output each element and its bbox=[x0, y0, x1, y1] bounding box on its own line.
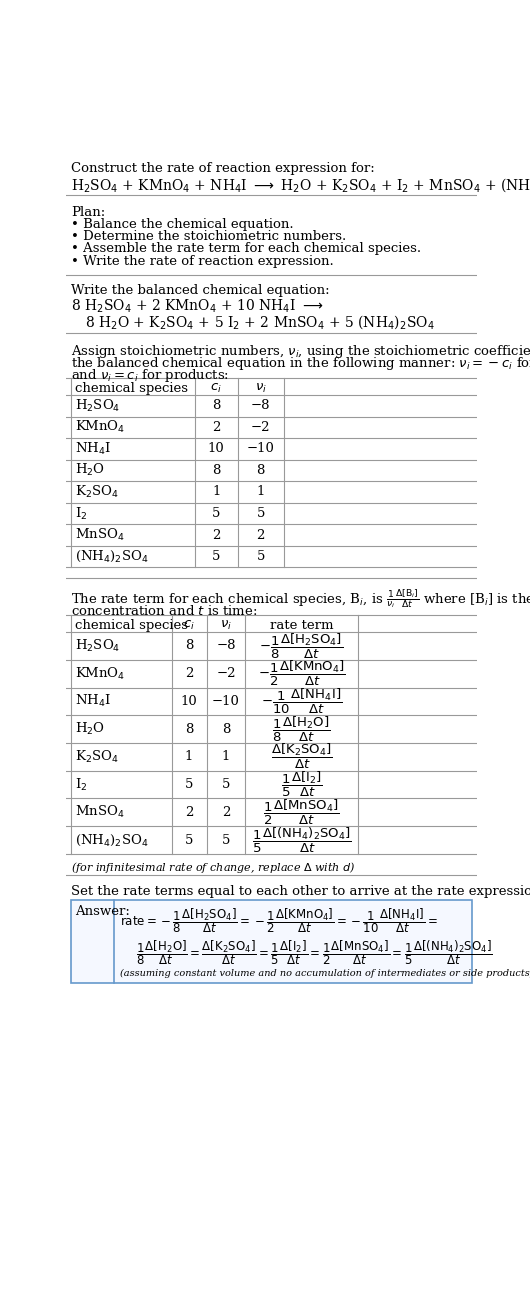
Text: 5: 5 bbox=[212, 551, 220, 564]
Text: NH$_4$I: NH$_4$I bbox=[75, 694, 111, 710]
Text: Construct the rate of reaction expression for:: Construct the rate of reaction expressio… bbox=[71, 163, 375, 176]
Text: K$_2$SO$_4$: K$_2$SO$_4$ bbox=[75, 749, 118, 764]
Text: 1: 1 bbox=[212, 486, 220, 499]
Text: H$_2$O: H$_2$O bbox=[75, 462, 105, 478]
Text: I$_2$: I$_2$ bbox=[75, 505, 87, 522]
Text: 1: 1 bbox=[185, 750, 193, 763]
Text: 5: 5 bbox=[222, 779, 230, 792]
Text: (assuming constant volume and no accumulation of intermediates or side products): (assuming constant volume and no accumul… bbox=[120, 970, 530, 979]
Text: 8 H$_2$SO$_4$ + 2 KMnO$_4$ + 10 NH$_4$I $\longrightarrow$: 8 H$_2$SO$_4$ + 2 KMnO$_4$ + 10 NH$_4$I … bbox=[71, 298, 323, 315]
Text: $\dfrac{1}{5}\dfrac{\Delta[\mathrm{(NH_4)_2SO_4}]}{\Delta t}$: $\dfrac{1}{5}\dfrac{\Delta[\mathrm{(NH_4… bbox=[252, 825, 351, 854]
Text: 8: 8 bbox=[212, 400, 220, 413]
Text: chemical species: chemical species bbox=[75, 381, 188, 395]
Text: 8: 8 bbox=[185, 723, 193, 736]
Text: 5: 5 bbox=[185, 833, 193, 846]
Text: the balanced chemical equation in the following manner: $\nu_i = -c_i$ for react: the balanced chemical equation in the fo… bbox=[71, 355, 530, 372]
Text: $-\dfrac{1}{10}\dfrac{\Delta[\mathrm{NH_4I}]}{\Delta t}$: $-\dfrac{1}{10}\dfrac{\Delta[\mathrm{NH_… bbox=[261, 686, 342, 716]
Text: $\dfrac{1}{2}\dfrac{\Delta[\mathrm{MnSO_4}]}{\Delta t}$: $\dfrac{1}{2}\dfrac{\Delta[\mathrm{MnSO_… bbox=[263, 798, 340, 827]
Text: 2: 2 bbox=[257, 529, 265, 542]
Text: rate term: rate term bbox=[270, 618, 333, 631]
Text: H$_2$SO$_4$: H$_2$SO$_4$ bbox=[75, 638, 120, 654]
Text: 8: 8 bbox=[212, 464, 220, 477]
Text: Assign stoichiometric numbers, $\nu_i$, using the stoichiometric coefficients, $: Assign stoichiometric numbers, $\nu_i$, … bbox=[71, 342, 530, 359]
Text: chemical species: chemical species bbox=[75, 618, 188, 631]
Text: −2: −2 bbox=[216, 667, 236, 680]
Text: $\dfrac{1}{5}\dfrac{\Delta[\mathrm{I_2}]}{\Delta t}$: $\dfrac{1}{5}\dfrac{\Delta[\mathrm{I_2}]… bbox=[280, 769, 322, 799]
Text: 8 H$_2$O + K$_2$SO$_4$ + 5 I$_2$ + 2 MnSO$_4$ + 5 (NH$_4$)$_2$SO$_4$: 8 H$_2$O + K$_2$SO$_4$ + 5 I$_2$ + 2 MnS… bbox=[85, 314, 435, 331]
Text: The rate term for each chemical species, B$_i$, is $\frac{1}{\nu_i}\frac{\Delta[: The rate term for each chemical species,… bbox=[71, 587, 530, 611]
Text: MnSO$_4$: MnSO$_4$ bbox=[75, 805, 124, 820]
Text: • Write the rate of reaction expression.: • Write the rate of reaction expression. bbox=[71, 255, 334, 268]
Text: 5: 5 bbox=[257, 551, 265, 564]
Text: (for infinitesimal rate of change, replace $\Delta$ with $d$): (for infinitesimal rate of change, repla… bbox=[71, 861, 355, 875]
Text: $\dfrac{1}{8}\dfrac{\Delta[\mathrm{H_2O}]}{\Delta t}$: $\dfrac{1}{8}\dfrac{\Delta[\mathrm{H_2O}… bbox=[272, 715, 331, 743]
Text: concentration and $t$ is time:: concentration and $t$ is time: bbox=[71, 604, 258, 618]
Text: $\nu_i$: $\nu_i$ bbox=[220, 618, 232, 631]
Text: −10: −10 bbox=[247, 443, 275, 456]
Text: (NH$_4$)$_2$SO$_4$: (NH$_4$)$_2$SO$_4$ bbox=[75, 549, 148, 564]
Text: 5: 5 bbox=[212, 506, 220, 519]
Text: Plan:: Plan: bbox=[71, 206, 105, 219]
Text: 1: 1 bbox=[257, 486, 265, 499]
Text: $c_i$: $c_i$ bbox=[210, 381, 222, 395]
Text: 2: 2 bbox=[212, 529, 220, 542]
Text: • Balance the chemical equation.: • Balance the chemical equation. bbox=[71, 217, 294, 230]
Text: 2: 2 bbox=[222, 806, 230, 819]
Text: 8: 8 bbox=[257, 464, 265, 477]
Text: $-\dfrac{1}{8}\dfrac{\Delta[\mathrm{H_2SO_4}]}{\Delta t}$: $-\dfrac{1}{8}\dfrac{\Delta[\mathrm{H_2S… bbox=[259, 631, 343, 660]
Text: 8: 8 bbox=[185, 639, 193, 652]
Text: KMnO$_4$: KMnO$_4$ bbox=[75, 665, 125, 682]
Text: Answer:: Answer: bbox=[76, 905, 130, 918]
Text: 5: 5 bbox=[185, 779, 193, 792]
Text: H$_2$O: H$_2$O bbox=[75, 721, 105, 737]
Text: K$_2$SO$_4$: K$_2$SO$_4$ bbox=[75, 484, 118, 500]
Text: 5: 5 bbox=[222, 833, 230, 846]
Text: 2: 2 bbox=[185, 667, 193, 680]
Text: • Determine the stoichiometric numbers.: • Determine the stoichiometric numbers. bbox=[71, 230, 346, 243]
Text: Write the balanced chemical equation:: Write the balanced chemical equation: bbox=[71, 284, 330, 297]
Text: −2: −2 bbox=[251, 421, 270, 434]
Text: • Assemble the rate term for each chemical species.: • Assemble the rate term for each chemic… bbox=[71, 242, 421, 255]
Text: −8: −8 bbox=[216, 639, 236, 652]
Text: $\nu_i$: $\nu_i$ bbox=[255, 381, 267, 395]
Text: 2: 2 bbox=[212, 421, 220, 434]
Text: $\mathrm{rate} = -\dfrac{1}{8}\dfrac{\Delta[\mathrm{H_2SO_4}]}{\Delta t} = -\dfr: $\mathrm{rate} = -\dfrac{1}{8}\dfrac{\De… bbox=[120, 906, 438, 935]
Bar bbox=[71, 900, 472, 983]
Text: 1: 1 bbox=[222, 750, 230, 763]
Text: (NH$_4$)$_2$SO$_4$: (NH$_4$)$_2$SO$_4$ bbox=[75, 832, 148, 848]
Text: $c_i$: $c_i$ bbox=[183, 618, 195, 631]
Text: I$_2$: I$_2$ bbox=[75, 776, 87, 793]
Text: NH$_4$I: NH$_4$I bbox=[75, 441, 111, 457]
Text: and $\nu_i = c_i$ for products:: and $\nu_i = c_i$ for products: bbox=[71, 367, 229, 384]
Text: $-\dfrac{1}{2}\dfrac{\Delta[\mathrm{KMnO_4}]}{\Delta t}$: $-\dfrac{1}{2}\dfrac{\Delta[\mathrm{KMnO… bbox=[258, 659, 346, 689]
Text: $\dfrac{1}{8}\dfrac{\Delta[\mathrm{H_2O}]}{\Delta t} = \dfrac{\Delta[\mathrm{K_2: $\dfrac{1}{8}\dfrac{\Delta[\mathrm{H_2O}… bbox=[136, 939, 493, 967]
Text: 2: 2 bbox=[185, 806, 193, 819]
Text: $\dfrac{\Delta[\mathrm{K_2SO_4}]}{\Delta t}$: $\dfrac{\Delta[\mathrm{K_2SO_4}]}{\Delta… bbox=[271, 742, 332, 772]
Text: H$_2$SO$_4$: H$_2$SO$_4$ bbox=[75, 397, 120, 414]
Text: MnSO$_4$: MnSO$_4$ bbox=[75, 527, 124, 543]
Text: Set the rate terms equal to each other to arrive at the rate expression:: Set the rate terms equal to each other t… bbox=[71, 884, 530, 897]
Text: 10: 10 bbox=[208, 443, 225, 456]
Text: KMnO$_4$: KMnO$_4$ bbox=[75, 419, 125, 435]
Text: 5: 5 bbox=[257, 506, 265, 519]
Text: 10: 10 bbox=[181, 695, 198, 708]
Text: 8: 8 bbox=[222, 723, 230, 736]
Text: −8: −8 bbox=[251, 400, 270, 413]
Text: −10: −10 bbox=[212, 695, 240, 708]
Text: H$_2$SO$_4$ + KMnO$_4$ + NH$_4$I $\longrightarrow$ H$_2$O + K$_2$SO$_4$ + I$_2$ : H$_2$SO$_4$ + KMnO$_4$ + NH$_4$I $\longr… bbox=[71, 176, 530, 194]
